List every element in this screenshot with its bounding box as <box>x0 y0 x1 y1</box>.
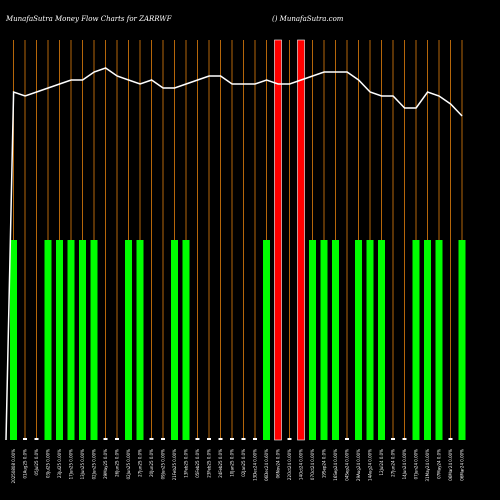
bar-green <box>378 240 385 440</box>
bar-neutral <box>161 438 165 440</box>
x-tick-label: 26Jun25 0.0% <box>115 449 120 477</box>
x-tick-label: 05Jul25 0.0% <box>34 449 39 476</box>
bar-neutral <box>287 438 292 440</box>
x-tick-label: 23Jul25 0.00% <box>57 449 62 478</box>
x-tick-label: 06Nov24 0.0% <box>276 449 281 479</box>
bar-neutral <box>391 438 395 440</box>
bar-neutral <box>448 438 453 440</box>
x-tick-label: 07Oct24 0.00% <box>310 449 315 480</box>
bar-green <box>332 240 339 440</box>
bar-red <box>274 39 282 441</box>
bar-neutral <box>23 438 27 440</box>
x-tick-label: 13Feb25 0.0% <box>184 449 189 478</box>
bar-neutral <box>241 438 246 440</box>
x-tick-label: 01Aug25 0.0% <box>23 449 28 479</box>
bars <box>10 39 466 441</box>
x-tick-label: 29May25 0.0% <box>103 449 108 479</box>
bar-green <box>136 240 144 440</box>
bar-green <box>263 240 270 440</box>
bar-neutral <box>218 438 223 440</box>
x-tick-label: 21Feb25 0.00% <box>172 449 177 480</box>
x-tick-label: 14Oct24 0.00% <box>299 449 304 480</box>
x-tick-label: 07May24 0.0% <box>437 449 442 479</box>
x-tick-label: 19Sep24 0.0% <box>322 449 327 478</box>
x-tick-label: 06Dec24 0.60% <box>264 449 269 481</box>
x-tick-label: 20Jun25 0.0% <box>149 449 154 477</box>
x-tick-label: 07Jun24 0.00% <box>414 449 419 480</box>
x-tick-labels: 20250808 0.00% 01Aug25 0.0% 05Jul25 0.0% 03… <box>11 449 465 484</box>
x-tick-label: 04Sep24 0.00% <box>345 449 350 481</box>
bar-neutral <box>402 438 407 440</box>
bar-green <box>309 240 316 440</box>
x-tick-label: 16Sep24 0.00% <box>333 449 338 481</box>
bar-green <box>320 240 328 440</box>
x-tick-label: 31May24 0.00% <box>425 449 430 482</box>
bar-green <box>56 240 63 440</box>
bar-green <box>79 240 86 440</box>
bar-neutral <box>207 438 211 440</box>
bar-neutral <box>253 438 257 440</box>
bar-neutral <box>149 438 154 440</box>
x-tick-label: 14Aug24 0.00% <box>368 449 373 481</box>
x-tick-label: 02Jun25 0.00% <box>92 449 97 480</box>
x-tick-label: 27Jun25 0.0% <box>138 449 143 477</box>
bar-neutral <box>230 438 234 440</box>
bar-neutral <box>103 438 108 440</box>
chart-title: MunafaSutra Money Flow Charts for ZARRWF <box>5 15 173 23</box>
x-tick-label: 06Mar24 0.00% <box>460 449 465 481</box>
bar-green <box>424 240 431 440</box>
price-line-group <box>5 67 463 441</box>
bar-green <box>10 240 17 440</box>
bar-neutral <box>115 438 119 440</box>
x-tick-label: 23Feb25 0.0% <box>207 449 212 478</box>
bar-green <box>171 240 178 440</box>
bar-neutral <box>34 438 39 440</box>
bar-red <box>297 39 305 441</box>
x-tick-label: 09Jun25 0.00% <box>161 449 166 480</box>
x-tick-label: 20250808 0.00% <box>11 449 16 484</box>
price-line <box>5 67 463 441</box>
x-tick-label: 29Aug24 0.00% <box>356 449 361 481</box>
x-tick-label: 05Feb25 0.0% <box>195 449 200 478</box>
bar-green <box>412 240 420 440</box>
x-tick-label: 14Jun24 0.00% <box>402 449 407 480</box>
chart-source: () MunafaSutra.com <box>272 15 344 23</box>
x-tick-label: 03Jul25 0.00% <box>46 449 51 478</box>
x-tick-label: 22Oct24 0.00% <box>287 449 292 480</box>
bar-green <box>355 240 362 440</box>
bar-green <box>44 240 52 440</box>
bar-green <box>458 240 466 440</box>
bar-green <box>366 240 374 440</box>
x-tick-label: 27Jun24 0.0% <box>391 449 396 477</box>
x-tick-label: 13Jun25 0.00% <box>80 449 85 480</box>
bar-green <box>67 240 75 440</box>
bar-green <box>435 240 443 440</box>
bar-green <box>182 240 190 440</box>
x-tick-label: 13Dec24 0.00% <box>253 449 258 481</box>
x-tick-label: 02Jun25 0.00% <box>126 449 131 480</box>
x-tick-label: 24Feb25 0.0% <box>218 449 223 478</box>
x-tick-label: 12Jul24 0.0% <box>379 449 384 476</box>
bar-green <box>125 240 132 440</box>
bar-neutral <box>345 438 349 440</box>
x-tick-label: 06Mar24 0.00% <box>448 449 453 481</box>
x-tick-label: 17Jun25 0.00% <box>69 449 74 480</box>
bar-neutral <box>195 438 200 440</box>
x-tick-label: 02Jan25 0.0% <box>241 449 246 477</box>
bar-green <box>90 240 98 440</box>
x-tick-label: 10Jan25 0.0% <box>230 449 235 477</box>
